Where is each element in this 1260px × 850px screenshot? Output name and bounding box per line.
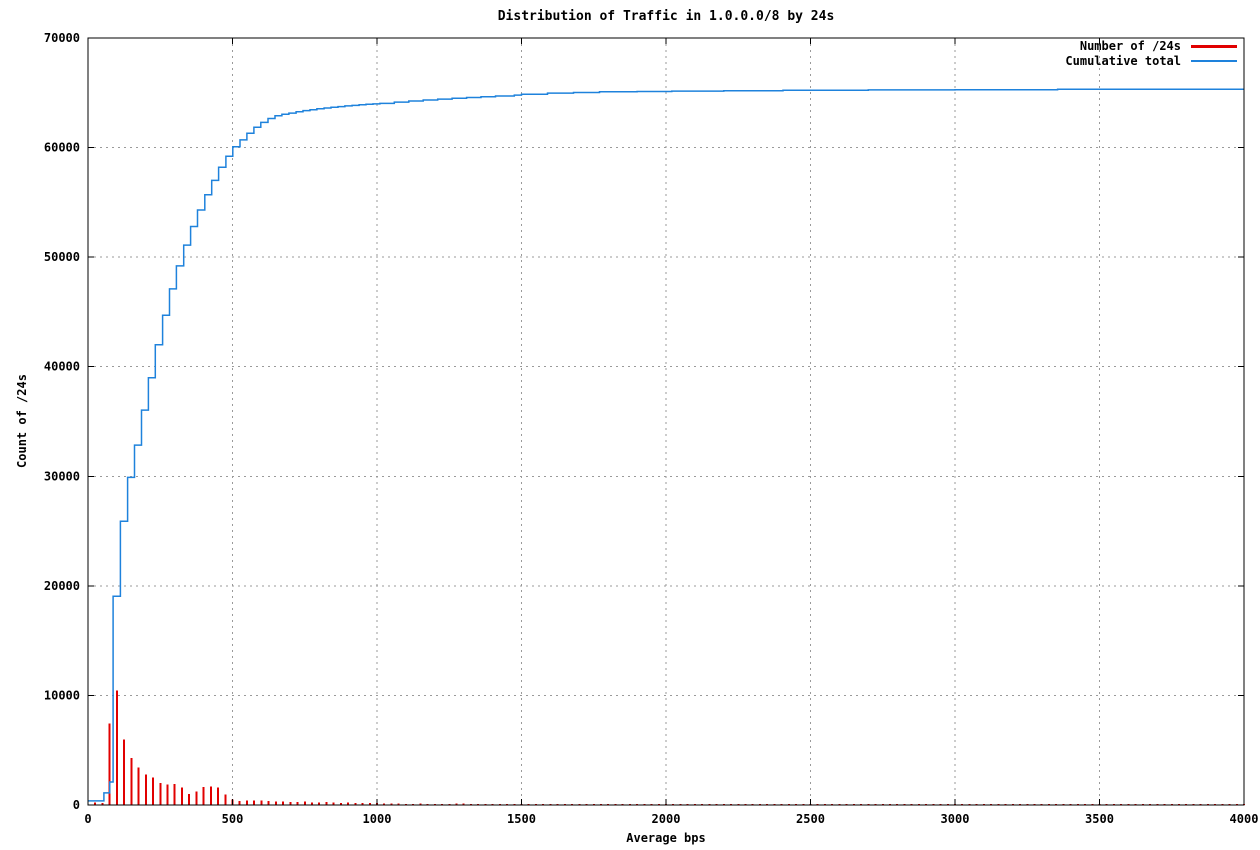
legend: Number of /24s Cumulative total [1065, 39, 1237, 68]
svg-text:10000: 10000 [44, 688, 80, 702]
legend-item-cumulative-total: Cumulative total [1065, 54, 1237, 68]
histogram-bars [94, 690, 1245, 805]
svg-text:50000: 50000 [44, 250, 80, 264]
legend-label: Number of /24s [1079, 39, 1181, 53]
chart-title: Distribution of Traffic in 1.0.0.0/8 by … [497, 9, 835, 24]
svg-text:70000: 70000 [44, 31, 80, 45]
svg-text:40000: 40000 [44, 360, 80, 374]
svg-text:0: 0 [73, 798, 80, 812]
svg-text:3500: 3500 [1085, 812, 1114, 826]
svg-text:0: 0 [84, 812, 91, 826]
svg-text:500: 500 [222, 812, 244, 826]
legend-label: Cumulative total [1065, 54, 1181, 68]
legend-line-sample-red [1191, 44, 1237, 48]
svg-text:30000: 30000 [44, 469, 80, 483]
y-tick-labels: 0 10000 20000 30000 40000 50000 60000 70000 [44, 31, 80, 812]
svg-text:60000: 60000 [44, 141, 80, 155]
svg-text:2000: 2000 [652, 812, 681, 826]
svg-text:4000: 4000 [1230, 812, 1259, 826]
tick-marks [87, 37, 1245, 806]
svg-text:2500: 2500 [796, 812, 825, 826]
svg-text:1500: 1500 [507, 812, 536, 826]
grid [88, 38, 1244, 805]
x-axis-label: Average bps [626, 831, 706, 845]
svg-text:3000: 3000 [941, 812, 970, 826]
x-tick-labels: 0 500 1000 1500 2000 2500 3000 3500 4000 [84, 812, 1258, 826]
svg-text:1000: 1000 [363, 812, 392, 826]
legend-item-number-of-24s: Number of /24s [1065, 39, 1237, 53]
svg-text:20000: 20000 [44, 579, 80, 593]
cumulative-line [88, 88, 1244, 802]
legend-line-sample-blue [1191, 60, 1237, 62]
